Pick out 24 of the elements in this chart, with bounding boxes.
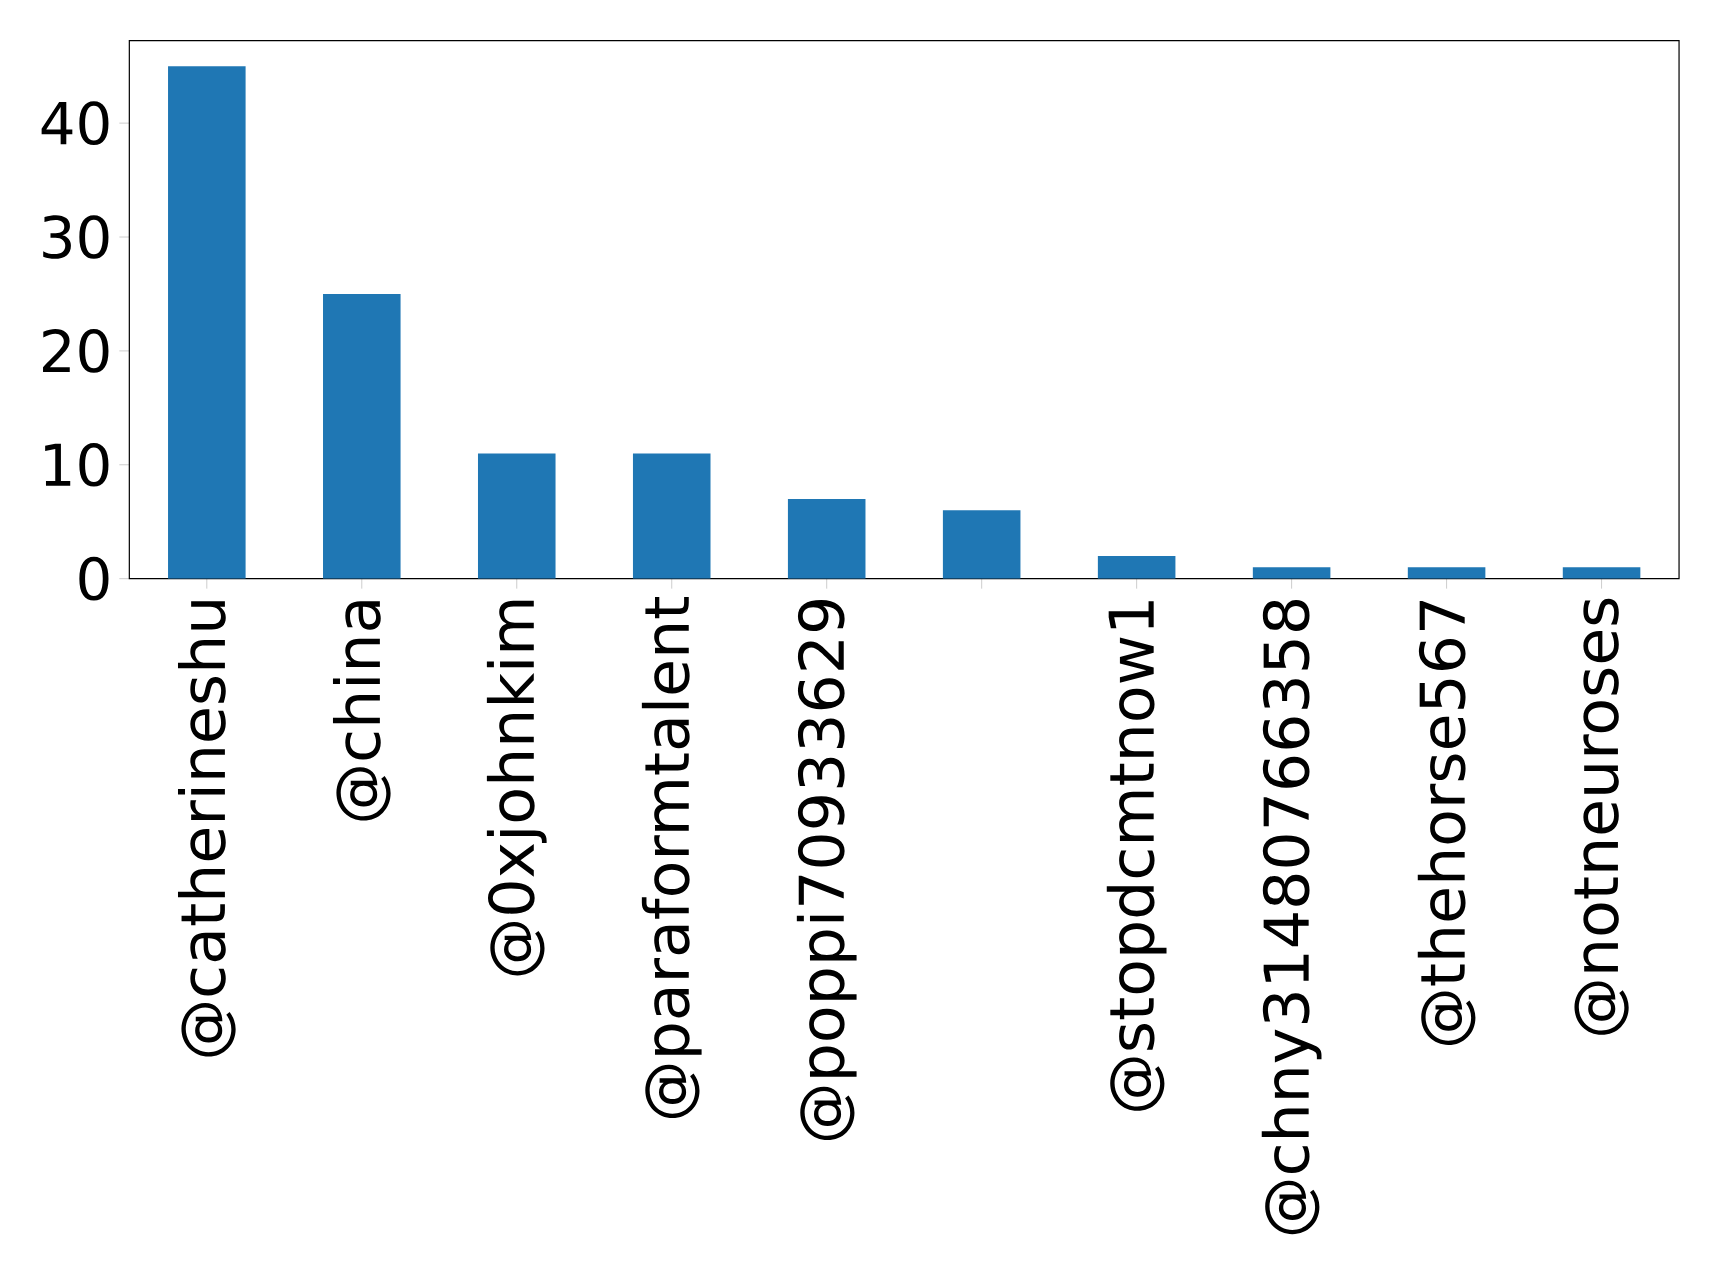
- x-tick-label: @china: [332, 601, 391, 821]
- bar: [168, 66, 246, 579]
- bar: [1562, 567, 1641, 579]
- x-tick-label: @chny31480766358: [1261, 599, 1322, 1234]
- y-tick-label: 10: [45, 442, 109, 487]
- y-tick-label: 30: [43, 215, 109, 259]
- x-tick-label: @stopdcmtnow1: [1106, 601, 1167, 1111]
- x-tick-label: @notneuroses: [1574, 598, 1629, 1035]
- y-tick-label: 0: [79, 556, 109, 601]
- x-tick-label: @catherineshu: [177, 601, 236, 1057]
- bar: [787, 498, 866, 579]
- bar: [632, 453, 711, 579]
- bar: [477, 453, 556, 579]
- y-tick-label: 40: [41, 101, 109, 145]
- x-tick-label: @0xjohnkim: [486, 600, 547, 976]
- bar: [1097, 555, 1176, 579]
- x-tick-label: @poppi70933629: [796, 599, 857, 1140]
- bar: [942, 510, 1021, 579]
- y-tick-label: 20: [43, 328, 109, 373]
- bar: [323, 293, 401, 579]
- bar: [1407, 567, 1486, 579]
- x-tick-label: @thehorse567: [1417, 600, 1476, 1045]
- bar: [1252, 567, 1331, 579]
- x-tick-label: @paraformtalent: [641, 596, 702, 1118]
